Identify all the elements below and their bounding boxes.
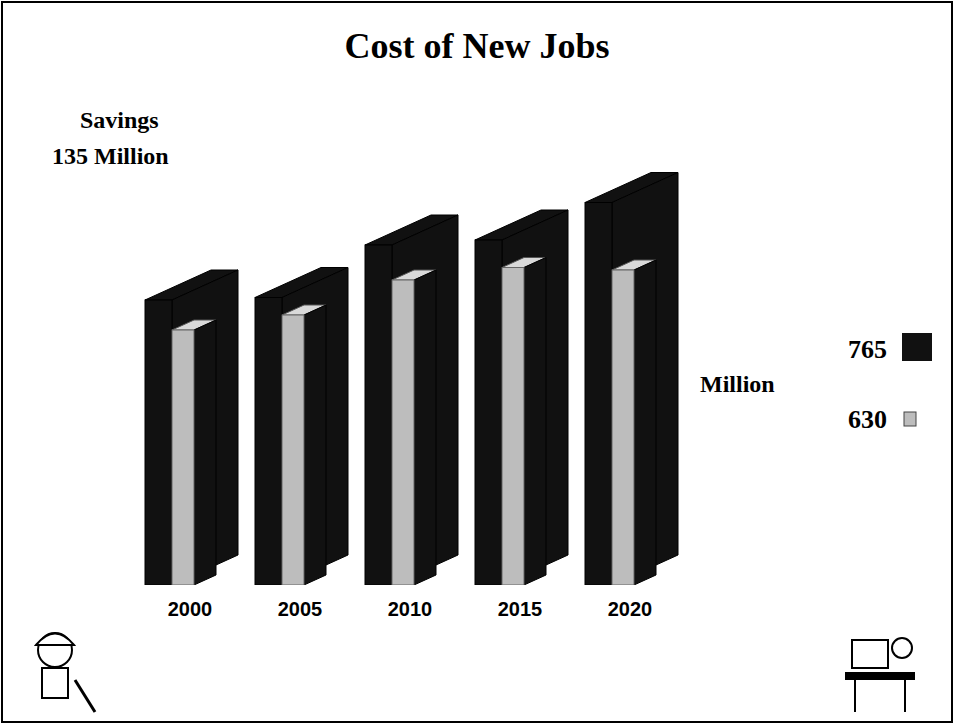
bar-side <box>612 173 678 586</box>
clipart-computer <box>845 638 915 712</box>
bar-group <box>255 268 348 586</box>
bar <box>502 268 524 586</box>
bar <box>282 315 304 585</box>
annotation: Million <box>700 371 775 397</box>
bar <box>612 270 634 585</box>
bar-side <box>502 210 568 585</box>
bar <box>172 330 194 585</box>
tick-label: 2010 <box>388 598 433 620</box>
bar <box>255 298 282 586</box>
bar-group <box>365 215 458 585</box>
bar-side <box>524 258 546 586</box>
bar <box>145 300 172 585</box>
title: Cost of New Jobs <box>345 26 610 66</box>
bar-side <box>172 270 238 585</box>
chart-svg: Cost of New Jobs Savings 135 Million Millio… <box>0 0 954 724</box>
bar-group <box>585 173 678 586</box>
legend-swatch <box>902 333 932 361</box>
bar-side <box>392 215 458 585</box>
bar-group <box>145 270 238 585</box>
bar-side <box>282 268 348 586</box>
bar <box>392 280 414 585</box>
annotation: 135 Million <box>52 143 169 169</box>
frame <box>2 2 952 722</box>
legend: 765 630 <box>848 333 932 434</box>
bar-side <box>634 260 656 585</box>
legend-label: 630 <box>848 405 887 434</box>
bar <box>365 245 392 585</box>
bar-side <box>414 270 436 585</box>
clipart-worker <box>36 633 95 712</box>
chart-root: Cost of New Jobs Savings 135 Million Millio… <box>0 0 954 724</box>
bar-group <box>475 210 568 585</box>
tick-label: 2015 <box>498 598 543 620</box>
bar <box>585 203 612 586</box>
bar <box>475 240 502 585</box>
tick-label: 2000 <box>168 598 213 620</box>
bar-side <box>304 305 326 585</box>
legend-label: 765 <box>848 335 887 364</box>
plot-area <box>145 173 678 586</box>
legend-swatch <box>904 412 916 426</box>
annotation: Savings <box>80 107 159 133</box>
tick-label: 2005 <box>278 598 323 620</box>
bar-side <box>194 320 216 585</box>
tick-label: 2020 <box>608 598 653 620</box>
